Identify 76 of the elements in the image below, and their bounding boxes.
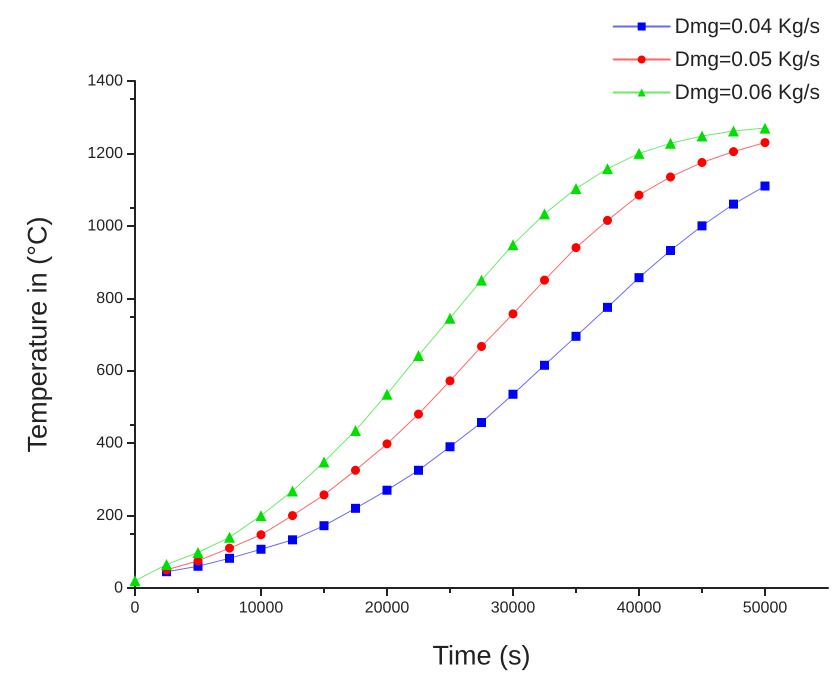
point: [351, 466, 360, 475]
point: [318, 456, 330, 468]
point: [414, 410, 423, 419]
point: [225, 554, 234, 563]
x-tick-label: 0: [130, 600, 140, 616]
point: [224, 532, 235, 543]
x-tick-label: 20000: [364, 600, 410, 616]
point: [476, 274, 487, 286]
point: [225, 544, 234, 553]
point: [320, 490, 328, 500]
point: [696, 130, 708, 142]
point: [602, 163, 613, 174]
point: [192, 547, 204, 558]
point: [570, 183, 582, 194]
point: [130, 575, 140, 586]
point: [603, 302, 612, 312]
x-tick-label: 50000: [742, 600, 788, 616]
point: [477, 342, 486, 351]
point: [350, 424, 361, 436]
y-axis-title: Temperature in (°C): [22, 216, 52, 452]
point: [728, 125, 739, 136]
x-tick-label: 30000: [490, 600, 536, 616]
point: [508, 390, 518, 399]
point: [414, 466, 423, 475]
point: [634, 273, 644, 282]
y-tick-label: 0: [114, 580, 124, 596]
point: [444, 312, 456, 324]
point: [572, 332, 580, 341]
point: [760, 138, 770, 148]
point: [446, 376, 454, 386]
point: [665, 138, 676, 149]
point: [446, 442, 454, 452]
point: [351, 504, 360, 513]
y-tick-label: 1200: [87, 144, 124, 162]
point: [256, 544, 266, 554]
point: [256, 510, 266, 522]
point: [540, 276, 549, 285]
point: [477, 418, 486, 427]
point: [382, 486, 392, 495]
point: [382, 388, 392, 400]
y-tick-label: 400: [96, 434, 124, 452]
legend-label: Dmg=0.06 Kg/s: [674, 81, 820, 104]
point: [666, 172, 675, 182]
legend-label: Dmg=0.05 Kg/s: [674, 48, 820, 71]
point: [508, 239, 518, 250]
y-tick-label: 1000: [87, 217, 124, 234]
point: [320, 521, 328, 530]
point: [572, 243, 580, 252]
point: [288, 511, 297, 520]
point: [729, 147, 738, 156]
y-tick-label: 200: [96, 507, 124, 524]
point: [540, 360, 549, 370]
point: [413, 350, 424, 362]
x-axis-title: Time (s): [432, 640, 530, 670]
point: [760, 122, 770, 134]
y-tick-label: 800: [96, 290, 124, 307]
x-tick-label: 40000: [616, 600, 662, 616]
point: [256, 530, 266, 540]
point: [729, 200, 738, 209]
point: [288, 535, 297, 544]
point: [161, 558, 172, 570]
x-tick-label: 10000: [238, 600, 284, 616]
y-tick-label: 600: [96, 362, 124, 380]
point: [698, 221, 706, 230]
point: [666, 246, 675, 255]
point: [634, 190, 644, 200]
point: [382, 439, 392, 448]
point: [287, 485, 298, 496]
point: [508, 309, 518, 318]
point: [634, 148, 644, 159]
y-tick-label: 1400: [87, 72, 124, 90]
point: [698, 158, 706, 167]
point: [603, 216, 612, 225]
point: [539, 208, 550, 220]
point: [760, 182, 770, 191]
legend-label: Dmg=0.04 Kg/s: [674, 15, 820, 38]
